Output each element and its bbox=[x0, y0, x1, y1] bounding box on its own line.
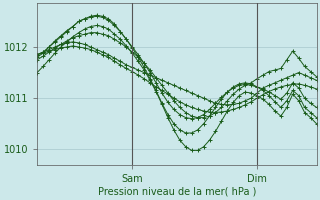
X-axis label: Pression niveau de la mer( hPa ): Pression niveau de la mer( hPa ) bbox=[98, 187, 256, 197]
